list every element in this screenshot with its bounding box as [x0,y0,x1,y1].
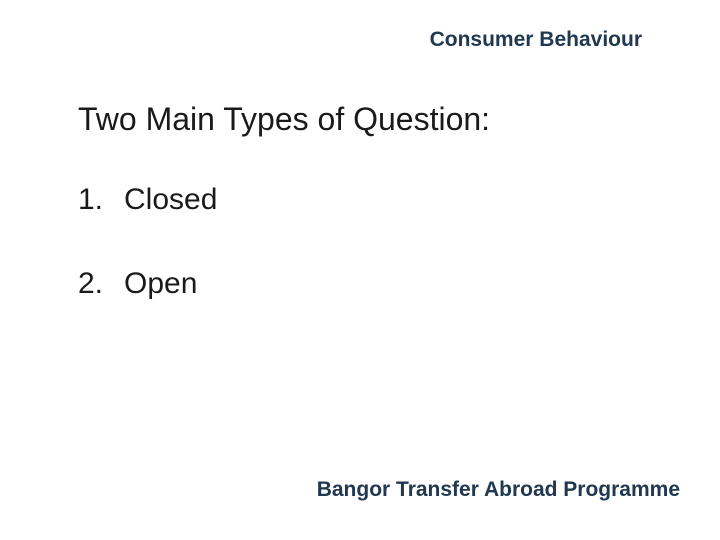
list-label: Closed [124,183,217,216]
list-item: 2.Open [78,266,638,302]
list-number: 2. [78,266,124,302]
slide: Consumer Behaviour Two Main Types of Que… [0,0,720,540]
slide-footer: Bangor Transfer Abroad Programme [317,478,680,502]
list-item: 1.Closed [78,182,638,218]
list-number: 1. [78,182,124,218]
slide-header: Consumer Behaviour [430,28,642,52]
slide-content: Two Main Types of Question: 1.Closed 2.O… [78,100,638,350]
content-list: 1.Closed 2.Open [78,182,638,302]
content-title: Two Main Types of Question: [78,100,638,138]
list-label: Open [124,267,197,300]
